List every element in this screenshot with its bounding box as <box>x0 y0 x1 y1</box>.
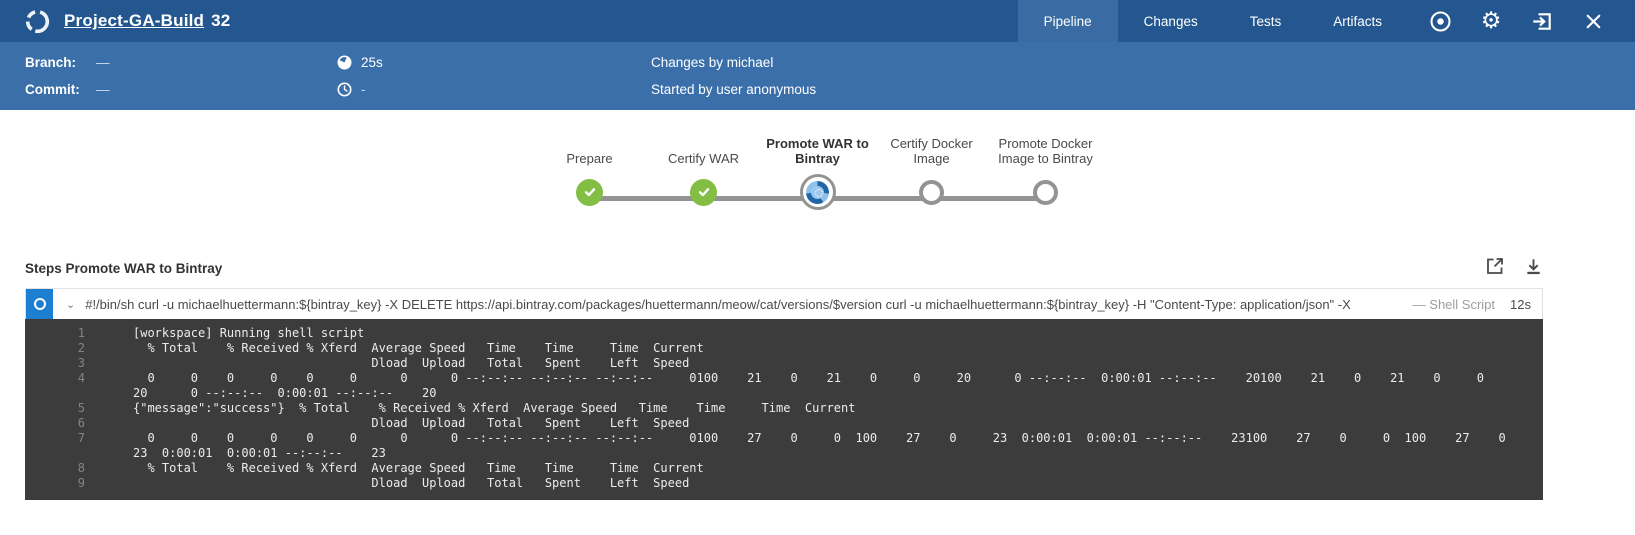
branch-value: — <box>96 55 110 70</box>
log-line: 6 Dload Upload Total Spent Left Speed <box>25 416 1543 431</box>
pipeline-stage: Promote Docker Image to Bintray <box>989 122 1103 211</box>
pipeline-stage: Promote WAR to Bintray <box>761 122 875 211</box>
tab-pipeline[interactable]: Pipeline <box>1017 0 1118 42</box>
chevron-down-icon[interactable]: ⌄ <box>66 298 76 311</box>
duration-icon <box>337 55 352 70</box>
duration-value: 25s <box>361 55 383 70</box>
log-line-text: % Total % Received % Xferd Average Speed… <box>133 461 704 475</box>
steps-section: Steps Promote WAR to Bintray ⌄ <box>25 256 1543 500</box>
log-line: 8 % Total % Received % Xferd Average Spe… <box>25 461 1543 476</box>
header-tabs: Pipeline Changes Tests Artifacts <box>1017 0 1408 42</box>
step-running-indicator-icon <box>26 289 53 319</box>
stage-label: Certify Docker Image <box>890 136 973 166</box>
stage-pending-icon[interactable] <box>1033 179 1058 205</box>
pipeline-graph-section: Prepare Certify WAR <box>0 110 1635 247</box>
stage-pending-icon[interactable] <box>919 179 944 205</box>
log-line-number[interactable]: 2 <box>77 341 85 355</box>
settings-gear-icon[interactable]: ⚙ <box>1480 7 1502 34</box>
step-type-label: — Shell Script <box>1412 296 1496 312</box>
pipeline-stage: Certify Docker Image <box>875 122 989 211</box>
branch-label: Branch: <box>25 55 77 70</box>
tab-changes[interactable]: Changes <box>1143 13 1198 29</box>
steps-heading: Steps Promote WAR to Bintray <box>25 261 223 276</box>
pipeline-stage: Prepare <box>533 122 647 211</box>
console-log: 1 [workspace] Running shell script 2 % T… <box>25 319 1543 500</box>
log-line: 7 0 0 0 0 0 0 0 0 --:--:-- --:--:-- --:-… <box>25 431 1543 461</box>
step-duration: 12s <box>1510 296 1531 312</box>
tab-tests[interactable]: Tests <box>1249 13 1282 29</box>
exit-icon[interactable] <box>1530 9 1554 33</box>
start-time-icon <box>337 82 352 97</box>
top-bar: Project-GA-Build 32 Pipeline Changes Tests A… <box>0 0 1635 42</box>
build-number: 32 <box>211 11 231 30</box>
header-action-icons: ⚙ <box>1408 9 1635 33</box>
stage-label: Promote WAR to Bintray <box>766 136 869 166</box>
log-line-text: [workspace] Running shell script <box>133 326 365 340</box>
log-line-text: Dload Upload Total Spent Left Speed <box>133 476 690 490</box>
build-info-bar: Branch: — Commit: — 25s - Changes by mic… <box>0 42 1635 110</box>
pipeline-stage: Certify WAR <box>647 122 761 211</box>
log-line: 1 [workspace] Running shell script <box>25 326 1543 341</box>
log-line: 9 Dload Upload Total Spent Left Speed <box>25 476 1543 491</box>
pipeline-graph: Prepare Certify WAR <box>533 122 1103 211</box>
stage-running-spinner-icon[interactable] <box>799 174 836 210</box>
log-line-text: Dload Upload Total Spent Left Speed <box>133 416 690 430</box>
log-line-number[interactable]: 1 <box>77 326 85 340</box>
stage-success-icon[interactable] <box>690 178 717 206</box>
log-line-text: {"message":"success"} % Total % Received… <box>133 401 856 415</box>
stage-label: Promote Docker Image to Bintray <box>998 136 1093 166</box>
open-log-external-icon[interactable] <box>1485 256 1505 276</box>
log-line: 2 % Total % Received % Xferd Average Spe… <box>25 341 1543 356</box>
log-line-number[interactable]: 5 <box>77 401 85 415</box>
stop-build-icon[interactable] <box>1428 9 1452 33</box>
started-by-text: Started by user anonymous <box>651 82 817 97</box>
log-line-number[interactable]: 9 <box>77 476 85 490</box>
log-line-text: 0 0 0 0 0 0 0 0 --:--:-- --:--:-- --:--:… <box>133 371 1521 400</box>
project-link[interactable]: Project-GA-Build <box>64 11 205 30</box>
page-title: Project-GA-Build 32 <box>64 11 230 31</box>
download-log-icon[interactable] <box>1524 257 1543 276</box>
log-line-number[interactable]: 3 <box>77 356 85 370</box>
stage-success-icon[interactable] <box>576 178 603 206</box>
step-command-text: #!/bin/sh curl -u michaelhuettermann:${b… <box>85 296 1351 312</box>
close-icon[interactable] <box>1581 9 1605 33</box>
commit-value: — <box>96 82 110 97</box>
tab-artifacts[interactable]: Artifacts <box>1333 13 1382 29</box>
stage-label: Prepare <box>566 151 613 166</box>
start-time-value: - <box>361 82 366 97</box>
log-line-number[interactable]: 8 <box>77 461 85 475</box>
step-row-shell-script[interactable]: ⌄ #!/bin/sh curl -u michaelhuettermann:$… <box>25 288 1543 319</box>
changes-by-text: Changes by michael <box>651 55 774 70</box>
log-line: 3 Dload Upload Total Spent Left Speed <box>25 356 1543 371</box>
log-line-number[interactable]: 4 <box>77 371 85 385</box>
stage-label: Certify WAR <box>667 151 740 166</box>
log-line-text: % Total % Received % Xferd Average Speed… <box>133 341 704 355</box>
log-line-text: 0 0 0 0 0 0 0 0 --:--:-- --:--:-- --:--:… <box>133 431 1542 460</box>
log-line-number[interactable]: 7 <box>77 431 85 445</box>
log-line: 5 {"message":"success"} % Total % Receiv… <box>25 401 1543 416</box>
log-line-text: Dload Upload Total Spent Left Speed <box>133 356 690 370</box>
commit-label: Commit: <box>25 82 80 97</box>
log-line: 4 0 0 0 0 0 0 0 0 --:--:-- --:--:-- --:-… <box>25 371 1543 401</box>
jenkins-blueocean-logo-icon[interactable] <box>24 8 51 35</box>
log-line-number[interactable]: 6 <box>77 416 85 430</box>
